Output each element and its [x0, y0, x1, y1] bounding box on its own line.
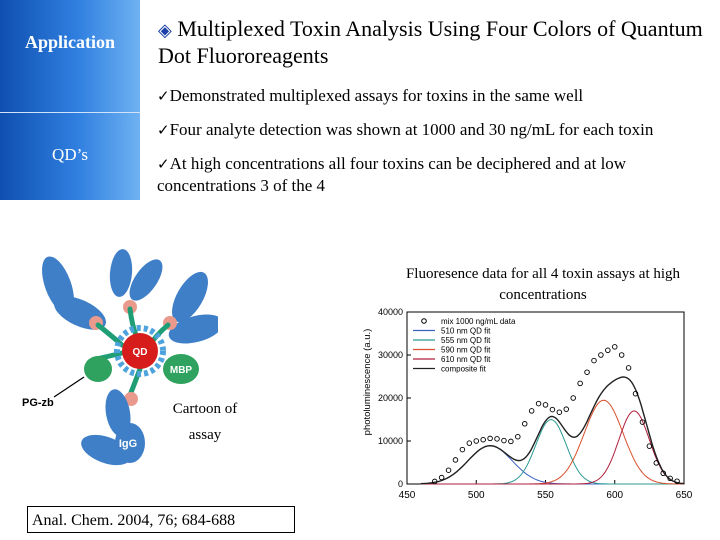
- legend-label: 610 nm QD fit: [441, 355, 491, 364]
- x-tick-label: 550: [537, 490, 554, 501]
- data-point: [584, 369, 590, 375]
- bullet-item: ✓At high concentrations all four toxins …: [157, 153, 717, 196]
- y-tick-label: 20000: [378, 393, 403, 403]
- y-tick-label: 10000: [378, 436, 403, 446]
- antibody-right: [163, 271, 218, 344]
- data-point: [542, 402, 549, 408]
- x-tick-label: 600: [606, 490, 623, 501]
- legend-label: 510 nm QD fit: [441, 327, 491, 336]
- figure-caption: Fluoresence data for all 4 toxin assays …: [405, 266, 681, 303]
- data-point: [528, 408, 535, 414]
- checkmark-icon: ✓: [157, 155, 170, 173]
- data-point: [674, 478, 680, 484]
- data-point: [473, 438, 479, 444]
- antibody-top-left: [42, 256, 106, 330]
- sidebar-item-application[interactable]: Application: [24, 32, 116, 52]
- cartoon-caption: Cartoon of assay: [172, 401, 238, 443]
- data-point: [487, 435, 493, 442]
- antibody-bottom: [81, 389, 145, 466]
- legend-label: 590 nm QD fit: [441, 346, 491, 355]
- bullet-text: Four analyte detection was shown at 1000…: [169, 120, 654, 139]
- pgzb-label: PG-zb: [22, 397, 54, 409]
- bullet-item: ✓Demonstrated multiplexed assays for tox…: [157, 85, 717, 107]
- data-point: [556, 409, 563, 415]
- data-point: [653, 460, 660, 466]
- data-point: [646, 443, 653, 449]
- fluorescence-chart: 450 500 550 600 650 0 10000 20000 30000 40000 mix…: [362, 307, 693, 501]
- y-tick-label: 0: [398, 479, 403, 489]
- assay-cartoon: QD MBP PG-zb IgG: [22, 249, 218, 466]
- data-point: [605, 347, 611, 354]
- diamond-bullet-icon: ◈: [158, 20, 172, 40]
- data-point: [445, 467, 452, 473]
- data-point: [598, 352, 604, 358]
- data-point: [577, 380, 583, 387]
- series-line: [420, 376, 685, 485]
- series-line: [420, 445, 684, 485]
- data-point: [570, 395, 576, 401]
- chart-points: [431, 344, 680, 485]
- data-point: [521, 421, 528, 427]
- legend-label: mix 1000 ng/mL data: [441, 317, 516, 326]
- data-point: [459, 446, 466, 453]
- citation: Anal. Chem. 2004, 76; 684-688: [27, 506, 295, 533]
- series-line: [420, 399, 684, 485]
- chart-ticks: 450 500 550 600 650 0 10000 20000 30000 40000: [378, 307, 693, 501]
- y-tick-label: 30000: [378, 350, 403, 360]
- data-point: [563, 406, 570, 412]
- slide-title: ◈ Multiplexed Toxin Analysis Using Four …: [158, 16, 718, 69]
- checkmark-icon: ✓: [157, 87, 170, 105]
- data-point: [452, 457, 459, 463]
- data-point: [438, 474, 445, 481]
- data-point: [618, 352, 625, 358]
- slide-title-text: Multiplexed Toxin Analysis Using Four Co…: [158, 16, 703, 68]
- legend-label: composite fit: [441, 365, 487, 374]
- series-line: [420, 410, 685, 485]
- data-point: [625, 365, 632, 371]
- data-point: [480, 436, 486, 443]
- data-point: [612, 344, 618, 350]
- bullet-item: ✓Four analyte detection was shown at 100…: [157, 119, 717, 141]
- pgzb-pointer: [53, 376, 85, 398]
- antibody-top: [109, 249, 163, 314]
- qd-shell: [114, 325, 166, 377]
- data-point: [501, 437, 507, 444]
- data-point: [632, 390, 639, 397]
- data-point: [466, 440, 473, 446]
- y-axis-label: photoluminescence (a.u.): [362, 329, 373, 436]
- data-point: [431, 478, 438, 485]
- sidebar-divider: [0, 112, 140, 113]
- x-tick-label: 450: [399, 490, 416, 501]
- sidebar: Application QD’s: [0, 0, 140, 200]
- data-point: [660, 470, 666, 476]
- x-tick-label: 500: [468, 490, 485, 501]
- data-point: [494, 436, 500, 442]
- chart-curves: [420, 376, 685, 485]
- data-point: [591, 357, 597, 364]
- y-tick-label: 40000: [378, 307, 403, 317]
- data-point: [639, 419, 646, 425]
- bullet-text: At high concentrations all four toxins c…: [157, 154, 627, 195]
- data-point: [667, 475, 673, 482]
- legend-label: 555 nm QD fit: [441, 336, 491, 345]
- pgzb-protein: [84, 356, 112, 382]
- data-point: [508, 438, 514, 445]
- mbp-protein: [163, 354, 199, 384]
- data-point: [515, 433, 521, 440]
- bullet-text: Demonstrated multiplexed assays for toxi…: [169, 86, 584, 105]
- checkmark-icon: ✓: [157, 121, 170, 139]
- mbp-label: MBP: [170, 365, 193, 376]
- igg-label: IgG: [119, 438, 137, 450]
- sidebar-item-qds[interactable]: QD’s: [52, 145, 88, 164]
- x-tick-label: 650: [676, 490, 693, 501]
- legend-marker: [421, 318, 427, 324]
- data-point: [549, 406, 556, 413]
- quantum-dot: [122, 333, 158, 369]
- qd-label: QD: [133, 347, 148, 358]
- data-point: [535, 400, 542, 407]
